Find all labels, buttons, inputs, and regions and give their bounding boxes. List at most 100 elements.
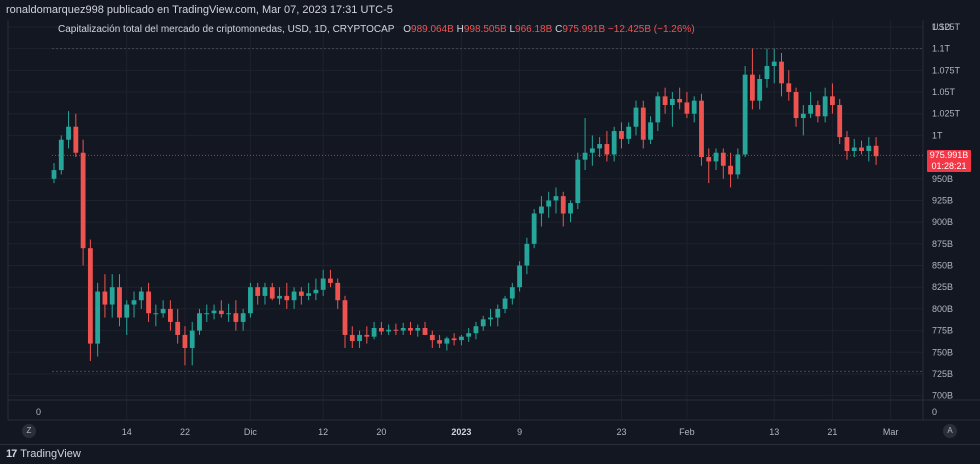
candle-body bbox=[444, 338, 450, 344]
candle-body bbox=[335, 282, 341, 301]
legend-title: Capitalización total del mercado de crip… bbox=[58, 24, 395, 35]
candle-body bbox=[546, 200, 552, 207]
candle-body bbox=[291, 291, 297, 301]
symbol-legend: Capitalización total del mercado de crip… bbox=[58, 23, 695, 37]
attribution-text: ronaldomarquez998 publicado en TradingVi… bbox=[6, 4, 393, 16]
candle-body bbox=[750, 74, 755, 101]
candle-body bbox=[488, 317, 493, 320]
candle-body bbox=[240, 313, 246, 322]
bar-countdown: 01:28:21 bbox=[931, 161, 967, 172]
tradingview-logo[interactable]: 17 TradingView bbox=[6, 448, 81, 460]
candle-body bbox=[211, 310, 217, 314]
candle-body bbox=[611, 131, 617, 155]
candle-body bbox=[95, 291, 101, 344]
candle-body bbox=[822, 96, 828, 117]
candle-body bbox=[284, 295, 290, 301]
price-axis-tick-label: 1T bbox=[932, 130, 943, 140]
price-axis-tick-label: 825B bbox=[932, 282, 953, 292]
candle-body bbox=[800, 113, 806, 119]
candle-body bbox=[524, 243, 530, 266]
candle-body bbox=[269, 287, 275, 299]
candle-body bbox=[553, 196, 559, 201]
price-axis-tick-label: 850B bbox=[932, 261, 953, 271]
legend-open-key: O bbox=[403, 24, 412, 35]
candle-body bbox=[218, 310, 224, 315]
legend-change: −12.425B (−1.26%) bbox=[607, 24, 695, 35]
candle-body bbox=[560, 196, 566, 214]
time-axis-tick-label: 21 bbox=[827, 427, 837, 437]
candle-body bbox=[502, 298, 508, 309]
price-axis-tick-label: 775B bbox=[932, 326, 953, 336]
candle-body bbox=[138, 291, 144, 301]
candle-body bbox=[684, 102, 690, 114]
candle-body bbox=[771, 61, 777, 66]
candle-body bbox=[706, 157, 712, 162]
candle-body bbox=[109, 287, 115, 305]
candle-body bbox=[582, 152, 588, 160]
candle-body bbox=[451, 338, 457, 341]
price-axis-tick-label: 900B bbox=[932, 217, 953, 227]
time-axis-tick-label: 2023 bbox=[451, 427, 471, 437]
candle-body bbox=[422, 327, 428, 335]
price-axis-tick-label: 1.1T bbox=[932, 44, 951, 54]
candle-body bbox=[764, 65, 770, 79]
candle-body bbox=[509, 287, 515, 299]
candle-body bbox=[844, 137, 850, 152]
candle-body bbox=[459, 336, 464, 341]
candle-body bbox=[328, 278, 333, 283]
candle-body bbox=[837, 105, 843, 138]
price-axis-tick-label: 725B bbox=[932, 369, 953, 379]
candle-body bbox=[255, 287, 261, 296]
candle-body bbox=[371, 327, 377, 337]
candle-body bbox=[160, 308, 166, 314]
candle-body bbox=[189, 330, 195, 348]
candle-body bbox=[699, 100, 704, 158]
chart-background bbox=[0, 20, 980, 444]
candle-body bbox=[619, 131, 624, 139]
candle-body bbox=[531, 213, 537, 244]
candle-body bbox=[633, 107, 639, 127]
price-axis-tick-label: 1.125T bbox=[932, 22, 961, 32]
candle-body bbox=[604, 144, 610, 155]
candle-body bbox=[277, 295, 282, 299]
candle-body bbox=[873, 145, 879, 157]
candle-body bbox=[357, 334, 362, 342]
price-axis-tick-label: 1.075T bbox=[932, 65, 961, 75]
legend-low-key: L bbox=[509, 24, 516, 35]
candle-body bbox=[677, 98, 683, 103]
time-axis-tick-label: 12 bbox=[318, 427, 328, 437]
price-axis-tick-label: 750B bbox=[932, 347, 953, 357]
candle-body bbox=[349, 334, 355, 342]
candle-body bbox=[589, 148, 595, 153]
candle-body bbox=[153, 313, 159, 315]
candle-body bbox=[830, 96, 835, 106]
candle-body bbox=[466, 333, 472, 337]
candle-body bbox=[517, 265, 522, 288]
auto-scale-toggle-button[interactable]: A bbox=[943, 424, 957, 438]
legend-high-key: H bbox=[456, 24, 464, 35]
candle-body bbox=[655, 96, 661, 123]
legend-close-key: C bbox=[555, 24, 563, 35]
candle-body bbox=[393, 329, 399, 331]
candle-body bbox=[720, 152, 726, 166]
candle-body bbox=[197, 313, 202, 331]
candle-body bbox=[102, 291, 108, 305]
candle-body bbox=[539, 206, 544, 214]
candle-body bbox=[808, 105, 813, 114]
candle-body bbox=[728, 165, 733, 175]
candle-body bbox=[735, 154, 741, 175]
candle-body bbox=[415, 327, 421, 331]
candle-body bbox=[757, 78, 763, 101]
tradingview-brand-text: TradingView bbox=[20, 448, 81, 460]
time-axis-tick-label: Dic bbox=[244, 427, 257, 437]
last-price-tag: 975.991B 01:28:21 bbox=[927, 150, 971, 173]
price-axis-tick-label: 1.025T bbox=[932, 109, 961, 119]
candle-body bbox=[124, 304, 130, 318]
log-scale-toggle-button[interactable]: Z bbox=[22, 424, 36, 438]
candle-body bbox=[859, 147, 864, 152]
chart-area[interactable]: USD 1.125T 1.1T 1.075T 1.05T 1.025T 1T 950B 925B… bbox=[0, 20, 980, 444]
time-axis-tick-label: 23 bbox=[616, 427, 626, 437]
candle-body bbox=[815, 105, 821, 117]
candle-body bbox=[262, 287, 268, 296]
